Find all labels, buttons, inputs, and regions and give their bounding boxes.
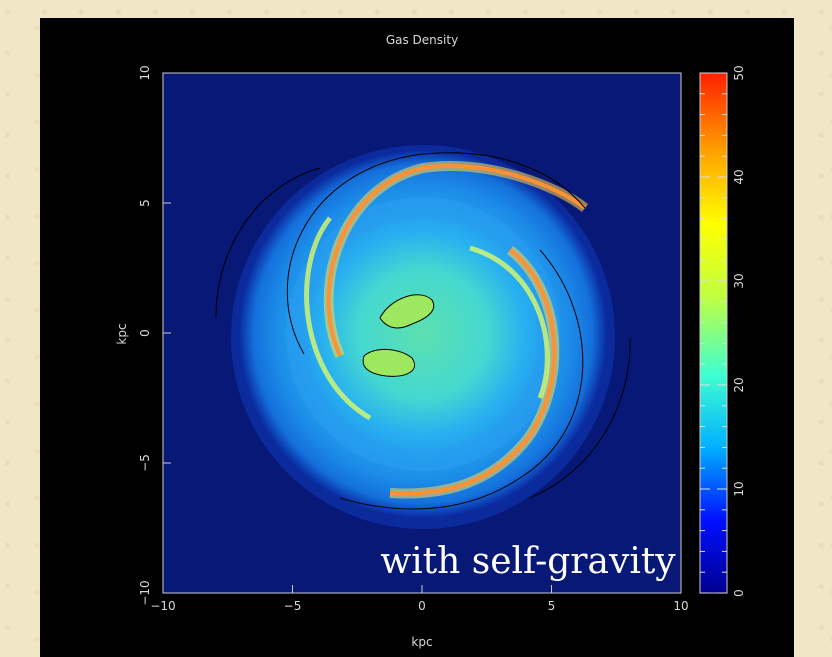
x-axis-label: kpc bbox=[411, 635, 432, 649]
x-axis: −10 −5 0 5 10 bbox=[150, 585, 689, 613]
colorbar-tick-label: 50 bbox=[732, 65, 746, 80]
colorbar-tick-label: 0 bbox=[732, 589, 746, 597]
y-axis: −10 −5 0 5 10 bbox=[138, 65, 171, 606]
y-tick-label: 10 bbox=[138, 65, 152, 80]
x-tick-label: −10 bbox=[150, 599, 175, 613]
x-tick-label: 10 bbox=[673, 599, 688, 613]
colorbar-tick-label: 10 bbox=[732, 481, 746, 496]
secondary-arc-2 bbox=[469, 245, 550, 399]
colorbar-tick-label: 40 bbox=[732, 169, 746, 184]
spiral-arm-2-glow bbox=[389, 246, 560, 499]
y-axis-label: kpc bbox=[115, 323, 129, 344]
spiral-arm-1-glow bbox=[323, 161, 589, 359]
colorbar-tick-label: 30 bbox=[732, 273, 746, 288]
contour-outer-east bbox=[529, 337, 631, 499]
bar-blob-north bbox=[379, 294, 435, 329]
density-field bbox=[215, 145, 631, 529]
bar-blob-south bbox=[362, 349, 415, 377]
colorbar-ticks: 0 10 20 30 40 50 bbox=[700, 65, 746, 597]
colorbar bbox=[699, 72, 728, 594]
contour-outer-west bbox=[215, 167, 321, 319]
x-tick-label: 0 bbox=[418, 599, 426, 613]
secondary-arc-1 bbox=[304, 216, 372, 421]
y-tick-label: 5 bbox=[138, 199, 152, 207]
colorbar-tick-label: 20 bbox=[732, 377, 746, 392]
y-tick-label: −5 bbox=[138, 454, 152, 472]
y-tick-label: −10 bbox=[138, 580, 152, 605]
figure-frame: Gas Density −10 −5 0 5 10 −10 −5 0 5 10 kpc kpc … bbox=[40, 18, 794, 657]
annotation-label: with self-gravity bbox=[380, 541, 676, 582]
y-tick-label: 0 bbox=[138, 329, 152, 337]
contour-arm-2 bbox=[339, 249, 584, 510]
contour-arm-1 bbox=[286, 152, 586, 355]
x-tick-label: −5 bbox=[284, 599, 302, 613]
chart-title: Gas Density bbox=[386, 33, 458, 47]
x-tick-label: 5 bbox=[548, 599, 556, 613]
